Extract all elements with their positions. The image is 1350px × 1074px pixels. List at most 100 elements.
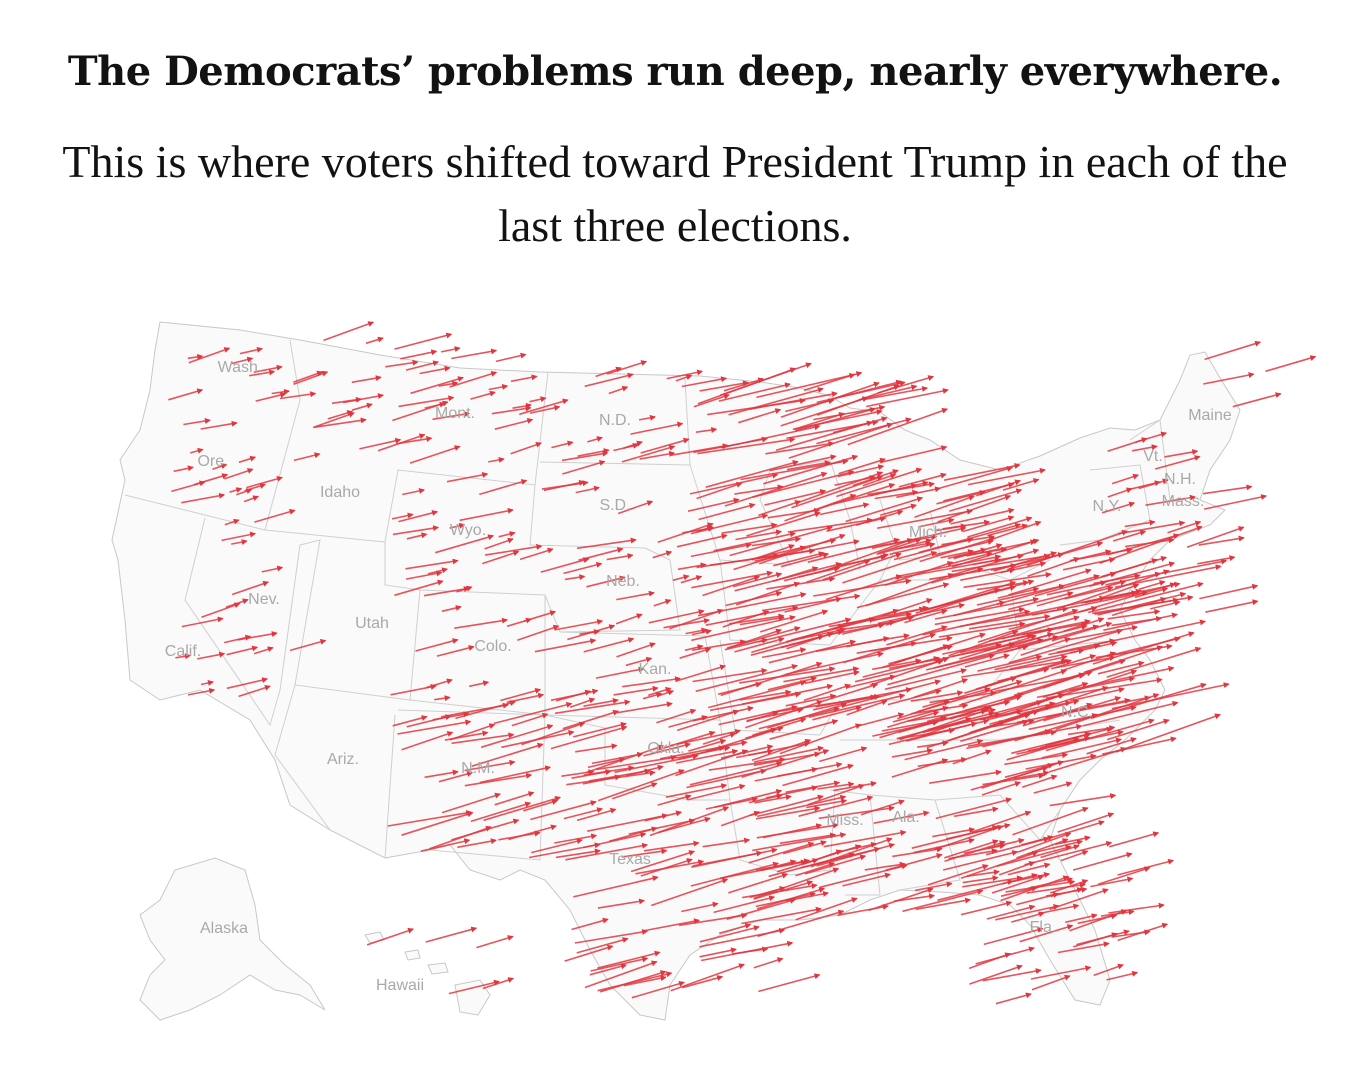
- shift-arrow: [1019, 924, 1074, 943]
- shift-arrow: [819, 502, 870, 516]
- state-label-hawaii: Hawaii: [376, 977, 424, 994]
- shift-arrow: [551, 440, 574, 449]
- shift-arrow: [657, 816, 711, 834]
- shift-arrow: [608, 385, 629, 395]
- shift-arrow: [254, 508, 296, 523]
- shift-arrow: [1069, 687, 1125, 702]
- shift-arrow: [934, 606, 1025, 626]
- shift-arrow: [823, 829, 907, 848]
- shift-arrow: [1106, 718, 1170, 741]
- shift-arrow: [643, 840, 700, 852]
- shift-arrow: [675, 745, 731, 759]
- shift-arrow: [201, 602, 241, 618]
- shift-arrow: [484, 543, 543, 556]
- shift-arrow: [612, 782, 658, 800]
- shift-arrow: [666, 369, 704, 380]
- shift-arrow: [753, 745, 824, 763]
- shift-arrow: [554, 618, 604, 631]
- shift-arrow: [963, 843, 1006, 854]
- subhead: This is where voters shifted toward Pres…: [62, 136, 1288, 251]
- shift-arrow: [1097, 619, 1206, 645]
- shift-arrow: [1041, 737, 1122, 759]
- shift-arrow: [398, 510, 439, 523]
- shift-arrow: [838, 457, 886, 475]
- shift-arrow: [904, 608, 948, 624]
- shift-arrow: [493, 701, 573, 725]
- shift-arrow: [521, 721, 586, 746]
- hawaii-shape: [364, 931, 491, 1016]
- shift-arrow: [735, 529, 783, 541]
- shift-arrow: [943, 482, 1015, 502]
- shift-arrow: [1020, 637, 1071, 657]
- shift-arrow: [1026, 529, 1128, 567]
- shift-arrow: [498, 531, 516, 538]
- shift-arrow: [569, 697, 596, 708]
- shift-arrow: [628, 818, 696, 835]
- shift-arrow: [231, 580, 270, 596]
- shift-arrow: [720, 810, 761, 827]
- shift-arrow: [279, 391, 317, 400]
- shift-arrow: [464, 772, 533, 787]
- shift-arrow: [1167, 520, 1202, 534]
- state-label-calif: Calif.: [165, 643, 201, 660]
- shift-arrow: [966, 869, 1000, 878]
- shift-arrow: [1042, 681, 1089, 698]
- shift-arrow: [424, 769, 459, 779]
- shift-arrow: [860, 799, 905, 816]
- shift-arrow: [962, 515, 1015, 533]
- shift-arrow: [327, 410, 354, 420]
- shift-arrow: [864, 861, 906, 871]
- shift-arrow: [616, 590, 655, 601]
- shift-arrow: [479, 479, 528, 496]
- shift-arrow: [776, 766, 818, 777]
- shift-arrow: [718, 382, 791, 402]
- shift-arrow: [397, 719, 472, 735]
- shift-arrow: [1049, 793, 1117, 807]
- shift-arrow: [231, 539, 248, 545]
- shift-arrow: [916, 679, 1023, 713]
- shift-arrow: [819, 746, 868, 763]
- shift-arrow: [643, 918, 700, 932]
- shift-arrow: [246, 475, 283, 489]
- shift-arrow: [739, 615, 785, 626]
- shift-arrow: [857, 712, 905, 727]
- shift-arrow: [951, 553, 1051, 573]
- shift-arrow: [1062, 557, 1116, 571]
- shift-arrow: [398, 395, 455, 408]
- shift-arrow: [562, 460, 606, 475]
- shift-arrow: [748, 741, 811, 756]
- shift-arrow: [943, 850, 1019, 871]
- shift-arrow: [873, 810, 930, 824]
- shift-arrow: [1112, 529, 1147, 542]
- shift-arrow: [1054, 655, 1116, 669]
- shift-arrow: [738, 408, 782, 424]
- shift-arrow: [837, 554, 887, 567]
- shift-arrow: [657, 794, 692, 806]
- shift-arrow: [1150, 600, 1181, 610]
- shift-arrow: [323, 321, 375, 342]
- shift-arrow: [1107, 487, 1133, 498]
- shift-arrow: [1093, 573, 1141, 585]
- shift-arrow: [181, 492, 226, 504]
- shift-arrow: [692, 667, 768, 683]
- shift-arrow: [816, 842, 896, 867]
- shift-arrow: [635, 859, 705, 875]
- shift-arrow: [351, 375, 382, 384]
- shift-arrow: [434, 695, 451, 702]
- shift-arrow: [769, 454, 837, 472]
- shift-arrow: [576, 807, 617, 822]
- shift-arrow: [1265, 355, 1317, 373]
- shift-arrow: [449, 522, 466, 529]
- shift-arrow: [780, 396, 869, 427]
- shift-arrow: [937, 879, 1014, 902]
- shift-arrow: [173, 465, 194, 473]
- shift-arrow: [1017, 832, 1072, 853]
- shift-arrow: [794, 412, 845, 431]
- shift-arrow: [643, 742, 691, 757]
- shift-arrow: [1111, 597, 1167, 617]
- shift-arrow: [752, 469, 855, 498]
- state-label-sd: S.D.: [599, 497, 630, 514]
- shift-arrow: [949, 551, 993, 565]
- shift-arrow: [415, 638, 459, 652]
- shift-arrow: [914, 495, 975, 519]
